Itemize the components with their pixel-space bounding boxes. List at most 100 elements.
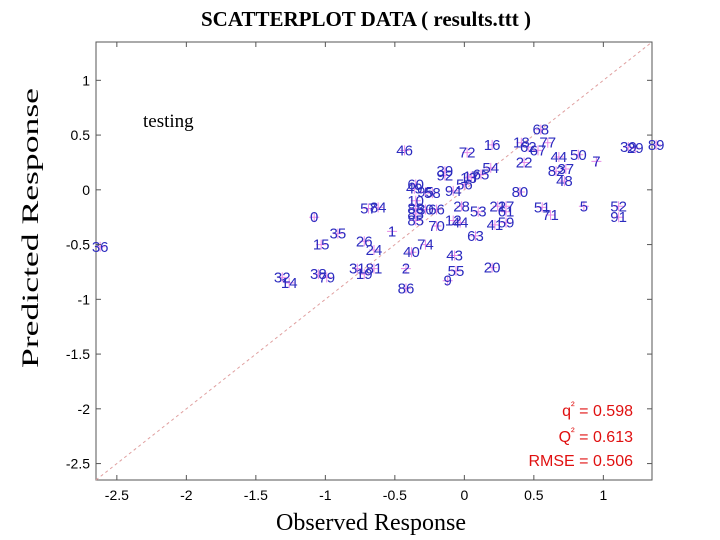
y-axis-label-string: Predicted Response [18,88,43,368]
point-marker [501,217,512,228]
point-label: 66 [428,202,445,219]
y-tick-label: 1 [82,72,90,88]
point-label: 65 [473,166,490,183]
point-label: 95 [417,184,434,201]
stat-label: q [562,403,571,420]
point-marker [410,208,421,219]
point-label: 10 [407,193,424,210]
point-label: 79 [318,269,335,286]
point-label: 71 [542,207,559,224]
point-marker [551,166,562,177]
point-label: 26 [356,233,373,250]
point-label: 68 [532,122,549,139]
point-label: 28 [453,198,470,215]
point-label: 14 [281,275,298,292]
point-marker [284,277,295,288]
point-label: 7 [592,153,600,170]
point-marker [363,203,374,214]
point-label: 27 [498,198,515,215]
point-marker [448,215,459,226]
point-label: 29 [627,140,644,157]
point-marker [573,149,584,160]
point-label: 9 [443,273,451,290]
stat-line: q² = 0.598 [562,400,633,420]
point-label: 81 [366,261,383,278]
point-label: 13 [460,170,477,187]
point-marker [489,219,500,230]
point-label: 12 [445,212,462,229]
stat-label: Q [559,429,571,446]
point-label: 82 [548,163,565,180]
point-label: 70 [428,218,445,235]
point-marker [470,230,481,241]
point-label: 85 [407,212,424,229]
point-label: 74 [417,237,434,254]
point-label: 61 [498,204,515,221]
point-marker [623,142,634,153]
point-marker [277,272,288,283]
point-label: 63 [467,228,484,245]
point-label: 2 [402,261,410,278]
point-marker [476,169,487,180]
point-marker [332,228,343,239]
point-label: 56 [456,176,473,193]
point-marker [473,206,484,217]
point-label: 17 [463,169,480,186]
point-label: 46 [396,142,413,159]
y-tick-label: -2 [78,401,91,417]
point-marker [519,157,530,168]
point-label: 37 [557,161,574,178]
point-marker [514,187,525,198]
point-marker [427,188,438,199]
point-marker [492,201,503,212]
point-label: 40 [403,244,420,261]
point-marker [487,139,498,150]
point-marker [485,162,496,173]
point-label: 22 [516,154,533,171]
point-label: 58 [424,185,441,202]
y-tick-label: -1.5 [66,346,90,362]
point-label: 51 [534,199,551,216]
point-marker [449,250,460,261]
point-marker [309,212,320,223]
y-tick-label: 0 [82,182,90,198]
x-tick-label: 1 [599,487,607,503]
point-label: 94 [445,183,462,200]
point-label: 16 [484,137,501,154]
x-tick-label: 0 [460,487,468,503]
point-marker [559,176,570,187]
point-marker [462,147,473,158]
point-label: 20 [484,260,501,277]
point-label: 15 [313,237,330,254]
stat-line: Q² = 0.613 [559,426,634,446]
point-marker [545,210,556,221]
point-markers [95,124,662,294]
point-label: 67 [530,142,547,159]
point-marker [420,204,431,215]
x-tick-label: -1.5 [244,487,268,503]
point-marker [487,262,498,273]
point-marker [456,201,467,212]
point-label: 36 [92,239,109,256]
point-label: 52 [610,198,627,215]
x-tick-label: -1 [319,487,332,503]
point-label: 39 [620,139,637,156]
point-marker [501,206,512,217]
point-marker [613,212,624,223]
point-marker [442,275,453,286]
point-marker [630,143,641,154]
x-tick-label: 0.5 [524,487,544,503]
point-label: 18 [513,135,530,152]
point-label: 48 [556,173,573,190]
point-marker [431,204,442,215]
point-marker [369,245,379,256]
point-label: 91 [610,209,627,226]
point-label: 59 [498,215,515,232]
point-marker [313,269,324,280]
x-tick-label: -2 [180,487,193,503]
point-marker [578,201,589,212]
point-marker [542,137,553,148]
point-marker [400,263,411,274]
y-axis-label: Predicted Response [18,88,43,368]
